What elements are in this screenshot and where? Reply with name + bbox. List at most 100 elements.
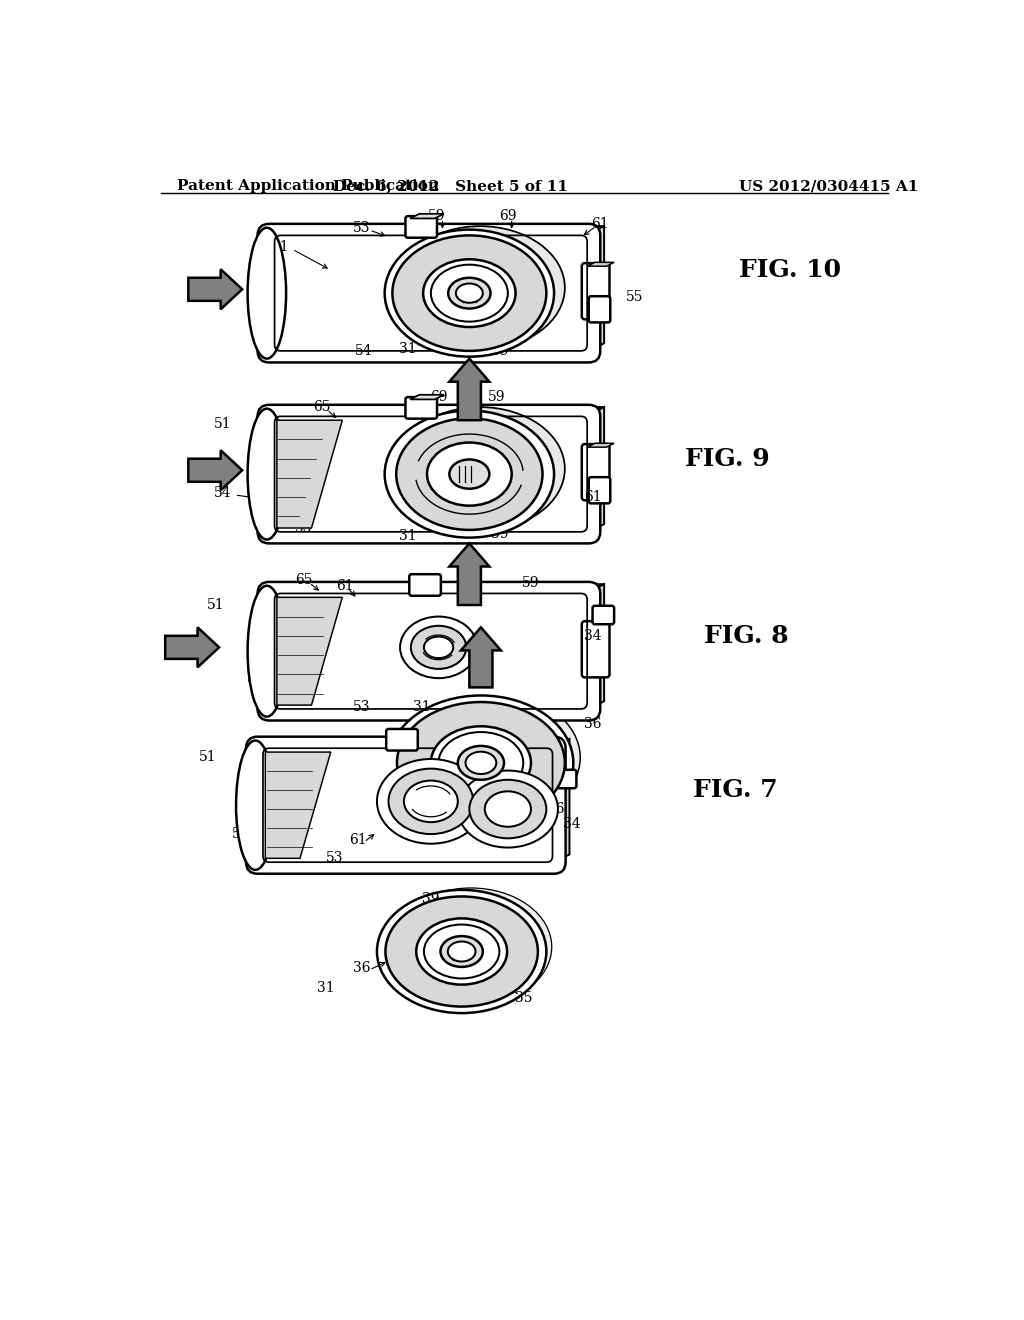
FancyBboxPatch shape (258, 582, 600, 721)
Text: 61: 61 (584, 490, 601, 504)
Text: 53: 53 (353, 220, 371, 235)
Text: 55: 55 (291, 636, 308, 651)
Text: 66: 66 (548, 803, 565, 816)
Ellipse shape (450, 459, 489, 488)
Text: 31: 31 (316, 982, 334, 995)
Text: 31: 31 (399, 529, 417, 543)
Polygon shape (276, 598, 342, 705)
Polygon shape (261, 739, 569, 747)
Polygon shape (273, 407, 604, 414)
Text: 34: 34 (584, 628, 601, 643)
Text: 69: 69 (499, 209, 517, 223)
Polygon shape (589, 585, 604, 709)
FancyBboxPatch shape (582, 622, 609, 677)
Text: 61: 61 (592, 216, 609, 231)
Ellipse shape (424, 924, 500, 978)
FancyArrow shape (461, 627, 501, 688)
Ellipse shape (449, 277, 490, 309)
Ellipse shape (392, 235, 547, 351)
Text: FIG. 8: FIG. 8 (705, 624, 788, 648)
Ellipse shape (416, 919, 507, 985)
Ellipse shape (438, 733, 523, 793)
Polygon shape (273, 226, 604, 234)
Text: US 2012/0304415 A1: US 2012/0304415 A1 (739, 180, 919, 193)
FancyBboxPatch shape (246, 737, 565, 874)
Polygon shape (273, 585, 604, 591)
Text: FIG. 7: FIG. 7 (692, 777, 777, 801)
Polygon shape (587, 263, 614, 267)
Ellipse shape (447, 941, 475, 961)
Ellipse shape (248, 409, 286, 540)
Ellipse shape (377, 890, 547, 1014)
Ellipse shape (403, 693, 581, 822)
Polygon shape (410, 214, 444, 218)
Ellipse shape (469, 780, 547, 838)
Polygon shape (276, 420, 342, 528)
Ellipse shape (466, 751, 497, 774)
Text: 39: 39 (492, 527, 509, 541)
Polygon shape (589, 226, 604, 351)
Text: 61: 61 (349, 833, 367, 847)
Text: 36: 36 (353, 961, 371, 975)
Text: 65: 65 (312, 400, 331, 414)
Ellipse shape (388, 768, 473, 834)
FancyBboxPatch shape (582, 444, 609, 500)
Text: 59: 59 (522, 577, 540, 590)
Ellipse shape (424, 636, 454, 659)
FancyBboxPatch shape (589, 296, 610, 322)
FancyArrow shape (450, 544, 489, 605)
Text: 62: 62 (529, 787, 548, 801)
Ellipse shape (403, 780, 458, 822)
FancyArrow shape (450, 359, 489, 420)
Ellipse shape (456, 284, 483, 302)
Ellipse shape (248, 227, 286, 359)
Ellipse shape (411, 626, 466, 669)
Text: 53: 53 (326, 850, 343, 865)
Text: 54: 54 (247, 671, 265, 685)
Text: 55: 55 (288, 787, 305, 801)
Ellipse shape (397, 702, 565, 824)
Ellipse shape (237, 741, 274, 870)
Ellipse shape (431, 726, 531, 800)
Text: Dec. 6, 2012   Sheet 5 of 11: Dec. 6, 2012 Sheet 5 of 11 (333, 180, 567, 193)
FancyBboxPatch shape (406, 397, 437, 418)
Text: FIG. 9: FIG. 9 (685, 446, 770, 471)
Ellipse shape (390, 888, 552, 1006)
Ellipse shape (423, 259, 515, 327)
Text: 54: 54 (355, 345, 373, 358)
FancyBboxPatch shape (386, 729, 418, 751)
Polygon shape (589, 407, 604, 532)
FancyBboxPatch shape (410, 574, 441, 595)
Polygon shape (410, 395, 444, 400)
Text: 51: 51 (199, 751, 216, 764)
Text: 35: 35 (514, 991, 532, 1005)
Text: 59: 59 (428, 209, 445, 223)
Text: 31: 31 (413, 701, 430, 714)
Text: 39: 39 (492, 345, 509, 358)
Text: 53: 53 (353, 701, 371, 714)
Ellipse shape (484, 792, 531, 826)
Ellipse shape (396, 418, 543, 529)
Text: 61: 61 (336, 578, 353, 593)
Ellipse shape (440, 936, 483, 966)
Text: 55: 55 (306, 455, 325, 470)
Ellipse shape (458, 746, 504, 780)
Text: 36: 36 (584, 717, 601, 731)
Ellipse shape (427, 442, 512, 506)
FancyArrow shape (165, 627, 219, 668)
Text: 34: 34 (563, 817, 581, 832)
FancyArrow shape (188, 450, 243, 490)
FancyBboxPatch shape (593, 606, 614, 624)
Text: 51: 51 (214, 417, 231, 432)
Ellipse shape (395, 226, 565, 350)
Text: 54: 54 (214, 486, 231, 500)
Ellipse shape (385, 230, 554, 356)
FancyBboxPatch shape (589, 478, 610, 503)
Ellipse shape (395, 407, 565, 531)
Text: FIG. 10: FIG. 10 (739, 257, 841, 282)
Text: 59: 59 (487, 391, 505, 404)
Text: 39: 39 (522, 752, 540, 766)
FancyBboxPatch shape (258, 224, 600, 363)
Ellipse shape (385, 411, 554, 537)
Text: 69: 69 (430, 391, 447, 404)
